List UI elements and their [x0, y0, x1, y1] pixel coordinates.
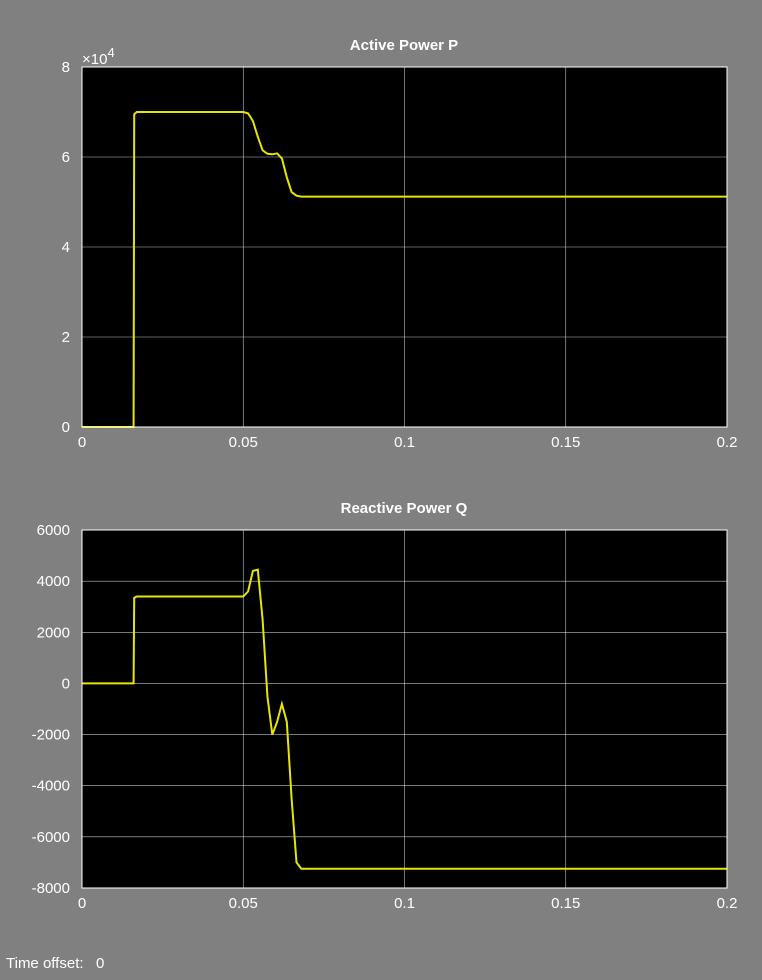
x-tick-labels-active-power: 0 0.05 0.1 0.15 0.2	[78, 434, 738, 451]
y-tick-label: -8000	[32, 880, 70, 897]
x-tick-label: 0.05	[229, 434, 258, 451]
y-tick-label: 6000	[37, 522, 70, 539]
y-tick-label: 2	[62, 329, 70, 346]
y-tick-label: 4000	[37, 573, 70, 590]
chart-title-reactive-power: Reactive Power Q	[341, 500, 468, 517]
y-tick-labels-active-power: 0 2 4 6 8	[62, 59, 70, 436]
x-tick-label: 0.15	[551, 895, 580, 912]
y-tick-label: -2000	[32, 727, 70, 744]
y-tick-label: 4	[62, 239, 70, 256]
y-tick-label: 0	[62, 675, 70, 692]
x-tick-label: 0.2	[717, 434, 738, 451]
x-tick-labels-reactive-power: 0 0.05 0.1 0.15 0.2	[78, 895, 738, 912]
axes-frame-active-power	[81, 66, 728, 428]
y-tick-label: 0	[62, 419, 70, 436]
x-tick-label: 0.2	[717, 895, 738, 912]
x-tick-label: 0.1	[394, 434, 415, 451]
axes-reactive-power: Reactive Power Q 0 0.05 0.1 0.15 0.2 -8000 -6…	[32, 500, 738, 912]
y-tick-label: 2000	[37, 624, 70, 641]
axes-active-power: Active Power P ×104 0 0.05 0.1 0.15 0.2 0 2 4 6…	[62, 37, 738, 451]
y-tick-label: 6	[62, 149, 70, 166]
x-tick-label: 0	[78, 434, 86, 451]
y-tick-label: -4000	[32, 778, 70, 795]
y-tick-labels-reactive-power: -8000 -6000 -4000 -2000 0 2000 4000 6000	[32, 522, 70, 897]
axes-frame-reactive-power	[81, 529, 728, 889]
time-offset-readout: Time offset: 0	[6, 955, 104, 972]
time-offset-label: Time offset:	[6, 955, 84, 972]
time-offset-value: 0	[96, 955, 105, 972]
x-tick-label: 0.05	[229, 895, 258, 912]
y-tick-label: 8	[62, 59, 70, 76]
chart-title-active-power: Active Power P	[350, 37, 458, 54]
series-line-active-power	[82, 111, 727, 428]
x-tick-label: 0.1	[394, 895, 415, 912]
x-tick-label: 0.15	[551, 434, 580, 451]
series-line-reactive-power	[82, 568, 727, 870]
x-tick-label: 0	[78, 895, 86, 912]
y-tick-label: -6000	[32, 829, 70, 846]
y-exponent-label: ×104	[82, 45, 115, 68]
